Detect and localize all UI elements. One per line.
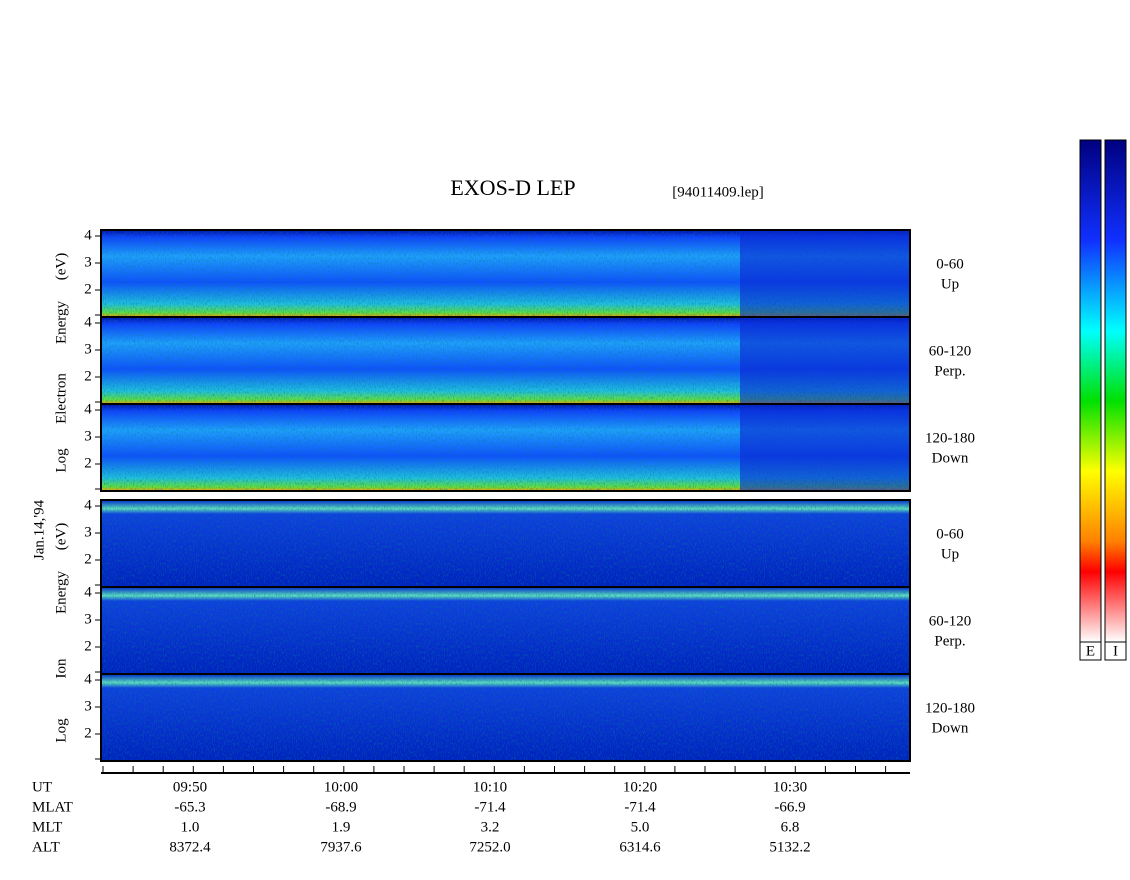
spectrogram-noise [101, 500, 910, 587]
y-tick-label: 3 [84, 341, 92, 357]
range-label: 120-180 [925, 430, 975, 446]
row-label: ALT [32, 839, 60, 855]
row-value: -68.9 [325, 799, 356, 815]
y-tick-label: 2 [84, 368, 92, 384]
panel-frame [100, 403, 911, 492]
range-label: 0-60 [936, 256, 964, 272]
row-value: 6.8 [781, 819, 800, 835]
row-value: 10:20 [623, 779, 657, 795]
color-bar-label-box [1104, 641, 1127, 661]
y-tick-label: 3 [84, 524, 92, 540]
y-tick-label: 3 [84, 428, 92, 444]
row-label: MLT [32, 819, 62, 835]
spectrogram-fade [740, 404, 910, 491]
axis-label: (eV) [53, 523, 69, 550]
date: Jan.14,'94 [31, 499, 47, 560]
y-tick-label: 4 [84, 227, 92, 243]
row-value: -66.9 [774, 799, 805, 815]
spectrogram-fade [740, 230, 910, 317]
y-tick-label: 3 [84, 698, 92, 714]
color-bar-label: I [1113, 643, 1118, 659]
row-value: 8372.4 [169, 839, 211, 855]
range-label: 60-120 [929, 613, 972, 629]
spectrogram-noise [101, 674, 910, 761]
row-value: 5.0 [631, 819, 650, 835]
y-tick-label: 2 [84, 455, 92, 471]
title: EXOS-D LEP [450, 175, 575, 200]
direction-label: Up [941, 546, 959, 562]
spectrogram-fade [740, 317, 910, 404]
direction-label: Down [932, 450, 969, 466]
file-name: [94011409.lep] [672, 184, 764, 200]
color-bar-label: E [1086, 643, 1095, 659]
axis-label: Electron [53, 373, 69, 424]
row-value: 10:00 [324, 779, 358, 795]
direction-label: Up [941, 276, 959, 292]
row-value: -65.3 [174, 799, 205, 815]
panel-frame [100, 673, 911, 762]
row-label: MLAT [32, 799, 73, 815]
row-value: 3.2 [481, 819, 500, 835]
range-label: 120-180 [925, 700, 975, 716]
direction-label: Perp. [934, 363, 965, 379]
color-bar [1104, 139, 1127, 643]
row-value: -71.4 [624, 799, 656, 815]
row-value: 6314.6 [619, 839, 661, 855]
row-label: UT [32, 779, 52, 795]
row-value: 1.0 [181, 819, 200, 835]
axis-label: Log [53, 718, 69, 743]
y-tick-label: 2 [84, 281, 92, 297]
row-value: 09:50 [173, 779, 207, 795]
axis-label: Energy [53, 300, 69, 344]
color-bar-label-box [1079, 641, 1102, 661]
row-value: 7252.0 [469, 839, 510, 855]
row-value: 1.9 [332, 819, 351, 835]
y-tick-label: 2 [84, 551, 92, 567]
y-tick-label: 3 [84, 611, 92, 627]
axis-label: Energy [53, 570, 69, 614]
y-tick-label: 2 [84, 725, 92, 741]
row-value: 7937.6 [320, 839, 362, 855]
axis-label: (eV) [53, 253, 69, 280]
y-tick-label: 4 [84, 584, 92, 600]
y-tick-label: 3 [84, 254, 92, 270]
color-bar [1079, 139, 1102, 643]
y-tick-label: 4 [84, 497, 92, 513]
y-tick-label: 4 [84, 671, 92, 687]
spectrogram-noise [101, 587, 910, 674]
y-tick-label: 4 [84, 401, 92, 417]
row-value: -71.4 [474, 799, 506, 815]
direction-label: Down [932, 720, 969, 736]
range-label: 0-60 [936, 526, 964, 542]
row-value: 10:30 [773, 779, 807, 795]
axis-label: Log [53, 448, 69, 473]
range-label: 60-120 [929, 343, 972, 359]
axis-label: Ion [53, 658, 69, 678]
y-tick-label: 2 [84, 638, 92, 654]
direction-label: Perp. [934, 633, 965, 649]
row-value: 5132.2 [769, 839, 810, 855]
y-tick-label: 4 [84, 314, 92, 330]
row-value: 10:10 [473, 779, 507, 795]
